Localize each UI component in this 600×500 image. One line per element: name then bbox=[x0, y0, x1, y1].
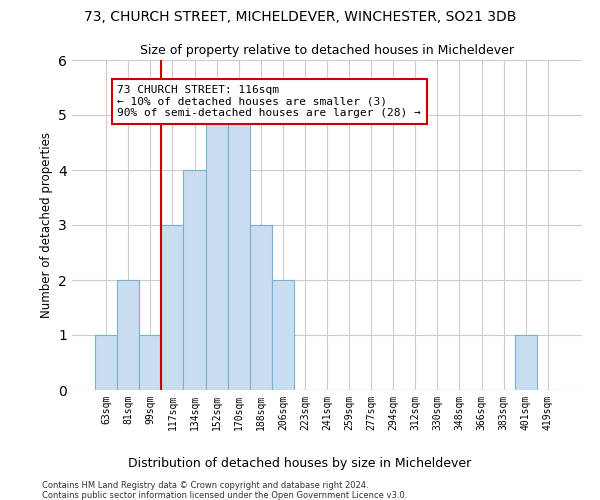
Bar bbox=[227, 115, 250, 390]
Bar bbox=[117, 280, 139, 390]
Bar bbox=[515, 335, 537, 390]
Bar bbox=[95, 335, 117, 390]
Bar bbox=[139, 335, 161, 390]
Bar bbox=[206, 115, 227, 390]
Text: Contains HM Land Registry data © Crown copyright and database right 2024.: Contains HM Land Registry data © Crown c… bbox=[42, 481, 368, 490]
Bar bbox=[272, 280, 294, 390]
Text: Contains public sector information licensed under the Open Government Licence v3: Contains public sector information licen… bbox=[42, 491, 407, 500]
Text: 73, CHURCH STREET, MICHELDEVER, WINCHESTER, SO21 3DB: 73, CHURCH STREET, MICHELDEVER, WINCHEST… bbox=[84, 10, 516, 24]
Y-axis label: Number of detached properties: Number of detached properties bbox=[40, 132, 53, 318]
Text: Distribution of detached houses by size in Micheldever: Distribution of detached houses by size … bbox=[128, 458, 472, 470]
Bar bbox=[250, 225, 272, 390]
Bar bbox=[184, 170, 206, 390]
Title: Size of property relative to detached houses in Micheldever: Size of property relative to detached ho… bbox=[140, 44, 514, 58]
Bar bbox=[161, 225, 184, 390]
Text: 73 CHURCH STREET: 116sqm
← 10% of detached houses are smaller (3)
90% of semi-de: 73 CHURCH STREET: 116sqm ← 10% of detach… bbox=[117, 84, 421, 118]
